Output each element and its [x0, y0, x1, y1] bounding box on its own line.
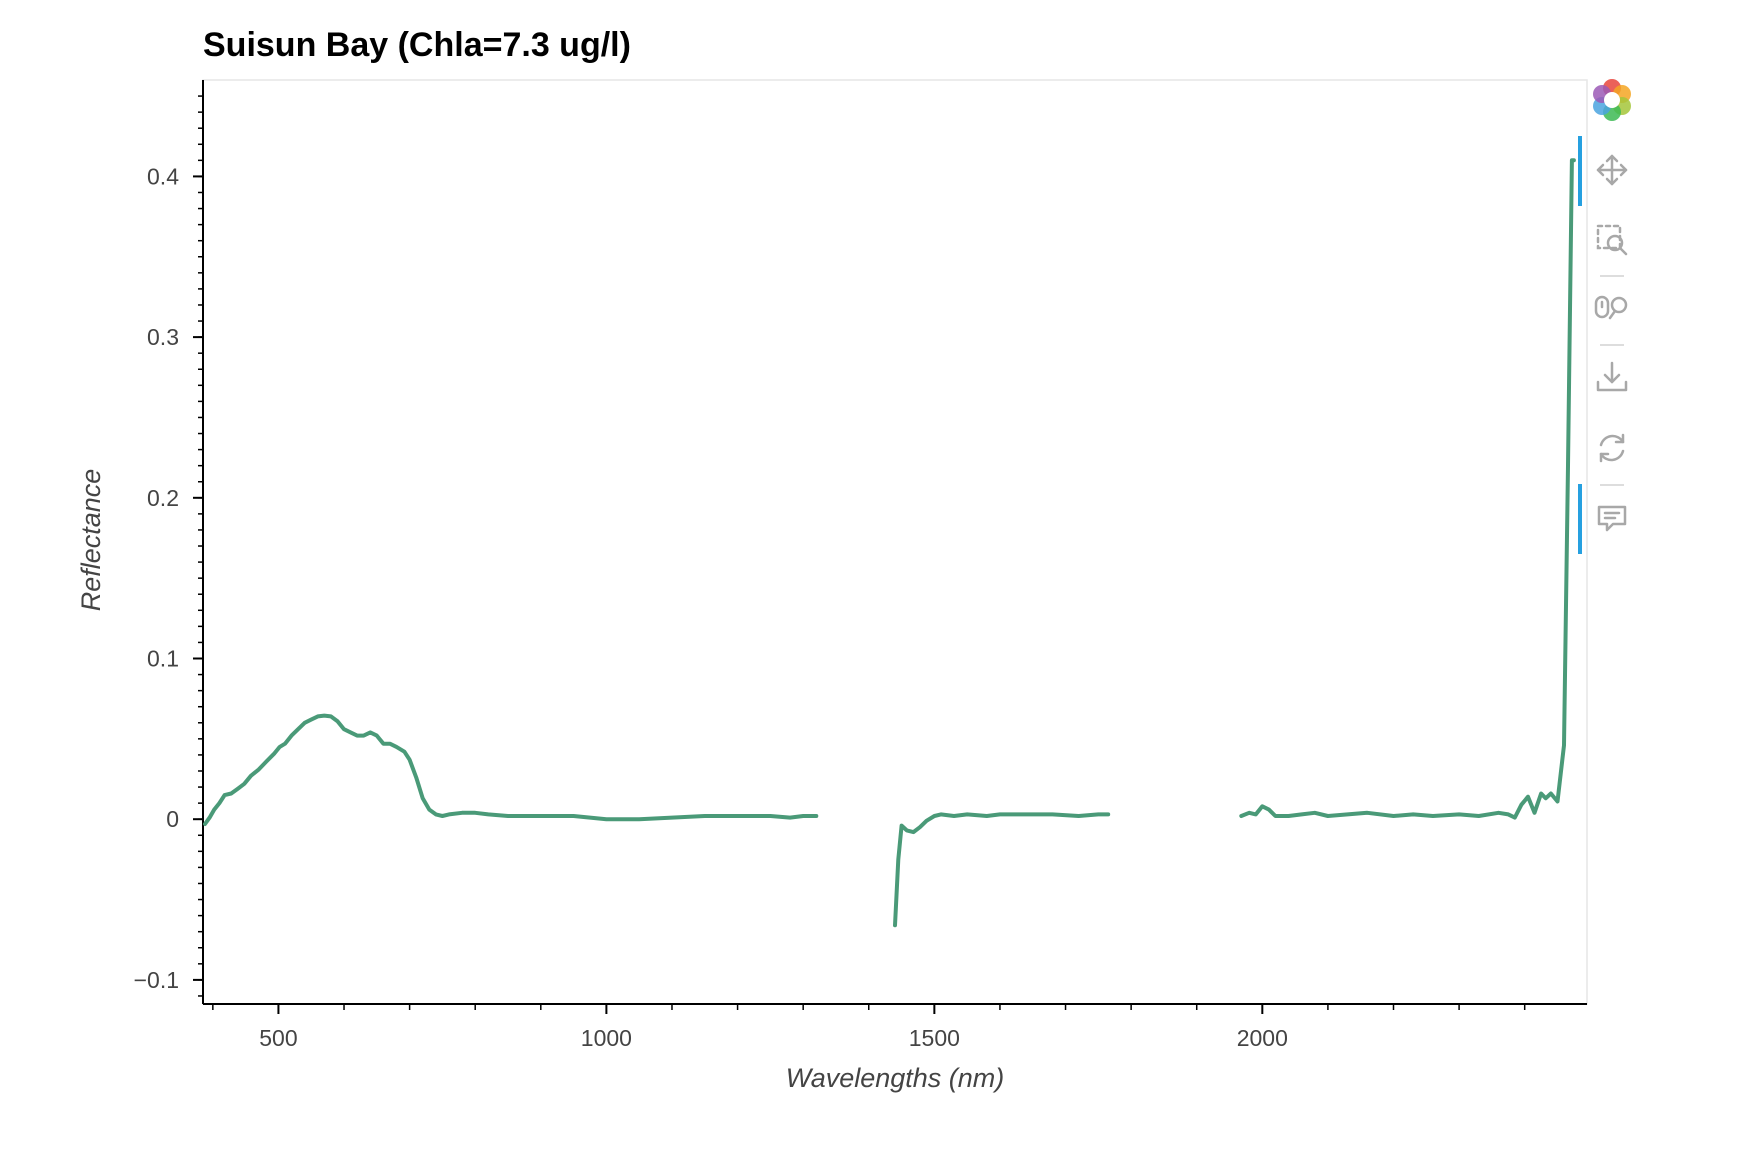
x-tick-label: 1500 [909, 1025, 960, 1051]
x-tick-label: 1000 [581, 1025, 632, 1051]
y-tick-label: 0.3 [147, 324, 179, 350]
plot-frame [202, 79, 1588, 1005]
pan-icon[interactable] [1586, 144, 1638, 196]
series-line-segment [893, 812, 1111, 928]
y-axis: −0.1 0 0.1 0.2 0.3 0.4 [134, 80, 204, 1004]
hover-active-indicator [1578, 484, 1582, 554]
hover-icon[interactable] [1586, 492, 1638, 544]
y-tick-label: 0.1 [147, 646, 179, 672]
series-line-segment [203, 713, 819, 826]
y-tick-label: 0.2 [147, 485, 179, 511]
x-axis: 500 1000 1500 2000 [203, 1003, 1587, 1051]
save-icon[interactable] [1586, 352, 1638, 404]
pan-active-indicator [1578, 136, 1582, 206]
chart-title: Suisun Bay (Chla=7.3 ug/l) [203, 26, 631, 64]
reset-icon[interactable] [1586, 422, 1638, 474]
y-tick-label: 0.4 [147, 163, 179, 189]
y-tick-label: 0 [166, 806, 179, 832]
y-axis-label: Reflectance [76, 469, 106, 612]
toolbar-divider [1600, 484, 1624, 486]
toolbar-divider [1600, 344, 1624, 346]
series-line-segment [1239, 158, 1576, 820]
y-tick-label: −0.1 [134, 967, 179, 993]
x-tick-label: 2000 [1237, 1025, 1288, 1051]
spectrum-series [203, 158, 1576, 928]
wheel-zoom-icon[interactable] [1586, 282, 1638, 334]
x-tick-label: 500 [259, 1025, 297, 1051]
x-axis-label: Wavelengths (nm) [786, 1063, 1005, 1093]
bokeh-logo-icon[interactable] [1586, 74, 1638, 126]
toolbar-divider [1600, 275, 1624, 277]
box-zoom-icon[interactable] [1586, 214, 1638, 266]
